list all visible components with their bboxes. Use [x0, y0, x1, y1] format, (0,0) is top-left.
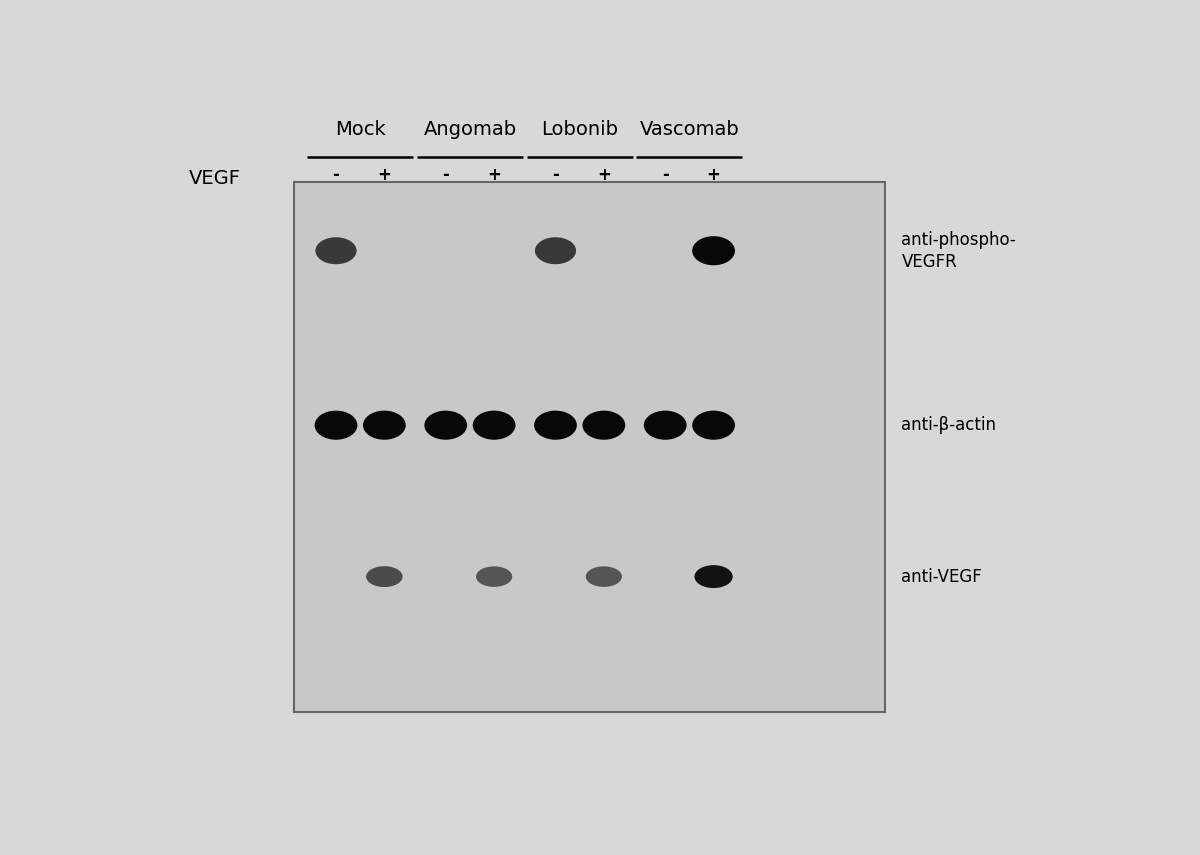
Text: +: + — [487, 166, 502, 184]
Ellipse shape — [534, 410, 577, 439]
Ellipse shape — [476, 566, 512, 587]
Ellipse shape — [644, 410, 686, 439]
Ellipse shape — [692, 410, 734, 439]
Ellipse shape — [692, 236, 734, 265]
Text: Lobonib: Lobonib — [541, 120, 618, 139]
Text: +: + — [596, 166, 611, 184]
Text: -: - — [552, 166, 559, 184]
Ellipse shape — [582, 410, 625, 439]
Text: Mock: Mock — [335, 120, 385, 139]
Ellipse shape — [535, 237, 576, 264]
Text: +: + — [707, 166, 720, 184]
Ellipse shape — [473, 410, 516, 439]
Ellipse shape — [314, 410, 358, 439]
Text: VEGF: VEGF — [190, 168, 241, 188]
Text: anti-phospho-
VEGFR: anti-phospho- VEGFR — [901, 231, 1016, 271]
Text: Angomab: Angomab — [424, 120, 516, 139]
Ellipse shape — [425, 410, 467, 439]
Ellipse shape — [586, 566, 622, 587]
Text: anti-β-actin: anti-β-actin — [901, 416, 996, 434]
Ellipse shape — [695, 565, 733, 588]
Text: +: + — [378, 166, 391, 184]
Ellipse shape — [316, 237, 356, 264]
Text: -: - — [661, 166, 668, 184]
Ellipse shape — [362, 410, 406, 439]
Text: Vascomab: Vascomab — [640, 120, 739, 139]
Ellipse shape — [366, 566, 403, 587]
Text: -: - — [332, 166, 340, 184]
FancyBboxPatch shape — [294, 181, 884, 711]
Text: -: - — [443, 166, 449, 184]
Text: anti-VEGF: anti-VEGF — [901, 568, 982, 586]
